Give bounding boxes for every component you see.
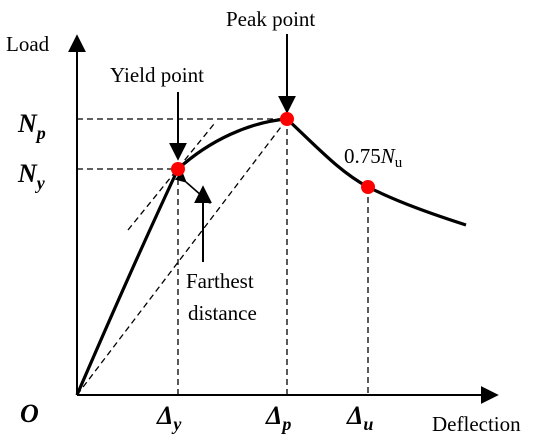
dy-label: Δy: [156, 401, 182, 434]
du-label: Δu: [346, 401, 373, 434]
tangent-line: [127, 123, 215, 231]
origin-label: O: [20, 399, 39, 428]
np-label-main: N: [17, 109, 38, 138]
farthest-distance-arrow: [174, 171, 211, 204]
farthest-label-line1: Farthest: [186, 269, 254, 293]
du-label-main: Δ: [346, 401, 363, 430]
np-label-sub: p: [35, 123, 46, 143]
ultimate-point-marker: [361, 180, 375, 194]
yield-point-marker: [171, 162, 185, 176]
ultimate-point-label: 0.75Nu: [344, 144, 403, 171]
ultimate-label-main: N: [380, 144, 396, 168]
dy-label-main: Δ: [156, 401, 173, 430]
x-axis-label: Deflection: [432, 412, 521, 436]
du-label-sub: u: [363, 414, 373, 434]
ny-label-main: N: [17, 159, 38, 188]
peak-point-marker: [280, 112, 294, 126]
ultimate-label-sub: u: [395, 155, 403, 171]
dp-label: Δp: [265, 401, 291, 434]
ultimate-label-prefix: 0.75: [344, 144, 381, 168]
secant-line: [76, 118, 288, 396]
load-deflection-curve: [75, 117, 467, 396]
ny-label-sub: y: [35, 173, 46, 193]
dy-label-sub: y: [171, 414, 182, 434]
y-axis-label: Load: [6, 32, 50, 56]
farthest-label-line2: distance: [188, 301, 257, 325]
np-label: Np: [17, 109, 46, 143]
yield-point-label: Yield point: [110, 63, 204, 87]
peak-point-label: Peak point: [226, 7, 315, 31]
dp-label-main: Δ: [265, 401, 282, 430]
dp-label-sub: p: [280, 414, 291, 434]
ny-label: Ny: [17, 159, 46, 193]
